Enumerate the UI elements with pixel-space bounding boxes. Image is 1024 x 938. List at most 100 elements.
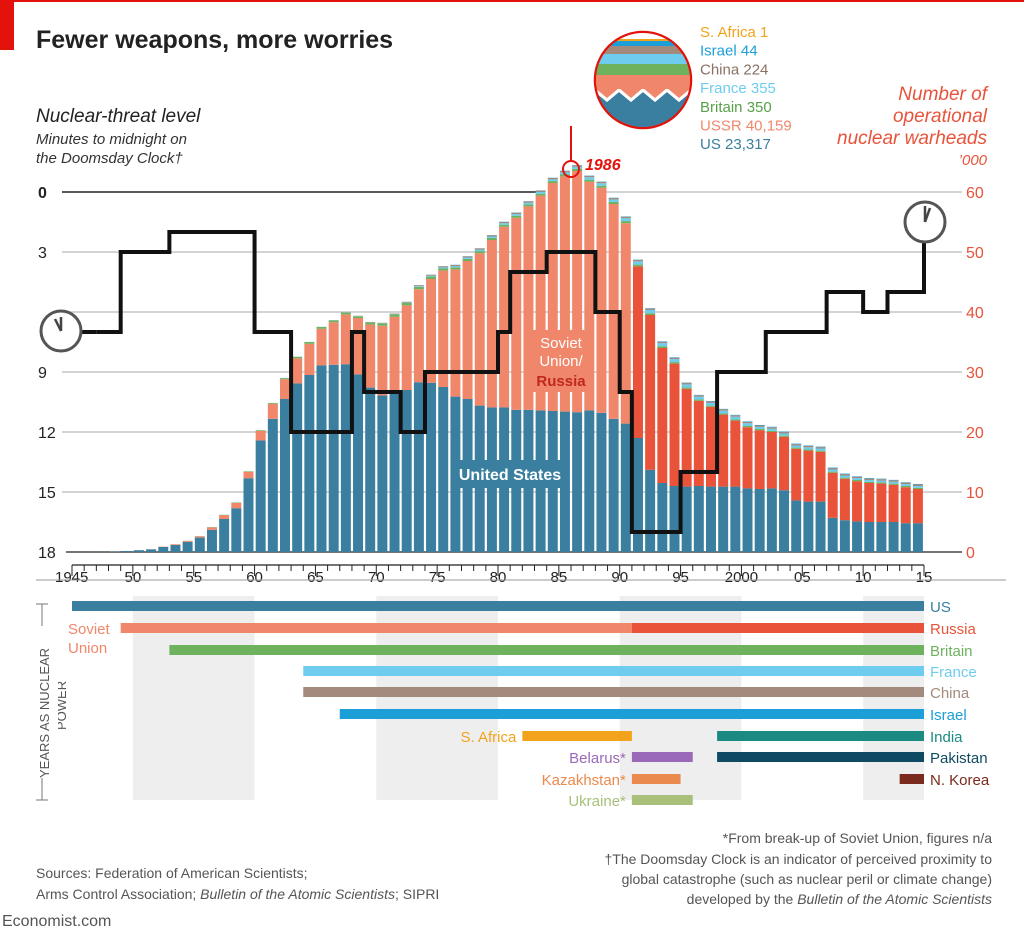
soviet-union-label: Soviet <box>68 621 111 638</box>
bar-segment <box>462 257 473 259</box>
bar-segment <box>754 426 765 429</box>
bar-segment <box>876 479 887 481</box>
bar-segment <box>182 541 193 552</box>
bar-segment <box>632 259 643 262</box>
bar-segment <box>645 308 656 310</box>
left-axis-subtitle-1: Minutes to midnight on <box>36 131 187 148</box>
bar-segment <box>864 481 875 483</box>
bar-segment <box>328 364 339 552</box>
bar-segment <box>620 218 631 222</box>
bar-segment <box>219 515 230 519</box>
bar-segment <box>377 395 388 552</box>
x-axis-tick-label: 50 <box>125 569 142 586</box>
timeline-country-label: Ukraine* <box>568 793 626 810</box>
legend-country: France <box>700 80 751 97</box>
bar-segment <box>535 195 546 411</box>
bar-segment <box>596 183 607 186</box>
bar-segment <box>596 412 607 552</box>
clock-icon-2015 <box>903 200 947 244</box>
timeline-bar <box>717 752 924 762</box>
legend-value: 355 <box>751 80 776 97</box>
bar-segment <box>730 420 741 487</box>
bar-segment <box>730 419 741 421</box>
bar-segment <box>413 382 424 552</box>
timeline-country-label: Israel <box>930 707 967 724</box>
soviet-union-label: Union <box>68 640 107 657</box>
bar-segment <box>657 341 668 344</box>
timeline-country-label: India <box>930 729 963 746</box>
right-axis-tick-label: 40 <box>966 305 984 322</box>
bar-segment <box>584 177 595 180</box>
timeline-country-label: Pakistan <box>930 750 988 767</box>
timeline-bar <box>72 601 924 611</box>
bar-segment <box>206 527 217 530</box>
bar-segment <box>827 469 838 472</box>
bar-segment <box>511 215 522 218</box>
bar-segment <box>304 375 315 552</box>
bar-segment <box>426 276 437 279</box>
bar-segment <box>815 451 826 502</box>
bar-segment <box>462 256 473 258</box>
bar-segment <box>730 415 741 417</box>
bar-segment <box>596 185 607 188</box>
timeline-bar <box>631 623 924 633</box>
bar-segment <box>864 480 875 482</box>
bar-segment <box>803 450 814 502</box>
legend-country: Britain <box>700 99 747 116</box>
legend-country: USSR <box>700 118 746 135</box>
left-axis-tick-label: 9 <box>38 365 47 382</box>
legend-item: Britain 350 <box>700 99 772 116</box>
bar-segment <box>547 183 558 411</box>
soviet-series-label-2: Union/ <box>539 353 583 370</box>
timeline-axis-label: YEARS AS NUCLEAR <box>30 603 58 801</box>
bar-segment <box>353 374 364 552</box>
left-axis-tick-label: 3 <box>38 245 47 262</box>
peak-marker <box>562 160 580 178</box>
bar-segment <box>864 478 875 480</box>
bar-segment <box>511 217 522 410</box>
bar-segment <box>280 378 290 380</box>
bar-segment <box>693 396 704 400</box>
bar-segment <box>572 165 583 167</box>
bar-segment <box>693 399 704 401</box>
bar-segment <box>499 221 510 224</box>
bar-segment <box>206 529 217 552</box>
bar-segment <box>413 289 424 383</box>
legend-item: France 355 <box>700 80 776 97</box>
bar-segment <box>657 483 668 552</box>
legend-item: USSR 40,159 <box>700 118 792 135</box>
sources-line-2b: Bulletin of the Atomic Scientists <box>200 886 395 902</box>
bar-segment <box>669 363 680 486</box>
bar-segment <box>791 500 802 552</box>
bar-segment <box>499 224 510 227</box>
bar-segment <box>620 223 631 424</box>
bar-segment <box>827 517 838 552</box>
us-label: United States <box>454 460 566 488</box>
bar-segment <box>511 212 522 215</box>
timeline-bar <box>631 752 693 762</box>
timeline-bar <box>339 709 924 719</box>
bar-segment <box>864 483 875 522</box>
bar-segment <box>888 481 899 484</box>
bar-segment <box>255 430 266 441</box>
bar-segment <box>365 387 376 552</box>
bar-segment <box>535 193 546 196</box>
x-axis: 1945 50 55 60 65 70 75 80 85 90 95 2000 05 10 15 <box>55 564 932 586</box>
bar-segment <box>864 522 875 552</box>
bar-segment <box>340 312 351 315</box>
legend-value: 350 <box>747 99 772 116</box>
legend-item: US 23,317 <box>700 136 771 153</box>
bar-segment <box>766 432 777 489</box>
bar-segment <box>255 440 266 552</box>
bar-segment <box>280 399 290 552</box>
bar-segment <box>888 522 899 552</box>
bar-segment <box>742 426 753 428</box>
bar-segment <box>462 258 473 261</box>
bar-segment <box>474 249 485 252</box>
bar-segment <box>267 402 278 404</box>
bar-segment <box>718 409 729 411</box>
bar-segment <box>839 477 850 479</box>
bar-segment <box>779 490 790 552</box>
soviet-label: Soviet Union/ Russia <box>530 330 592 392</box>
